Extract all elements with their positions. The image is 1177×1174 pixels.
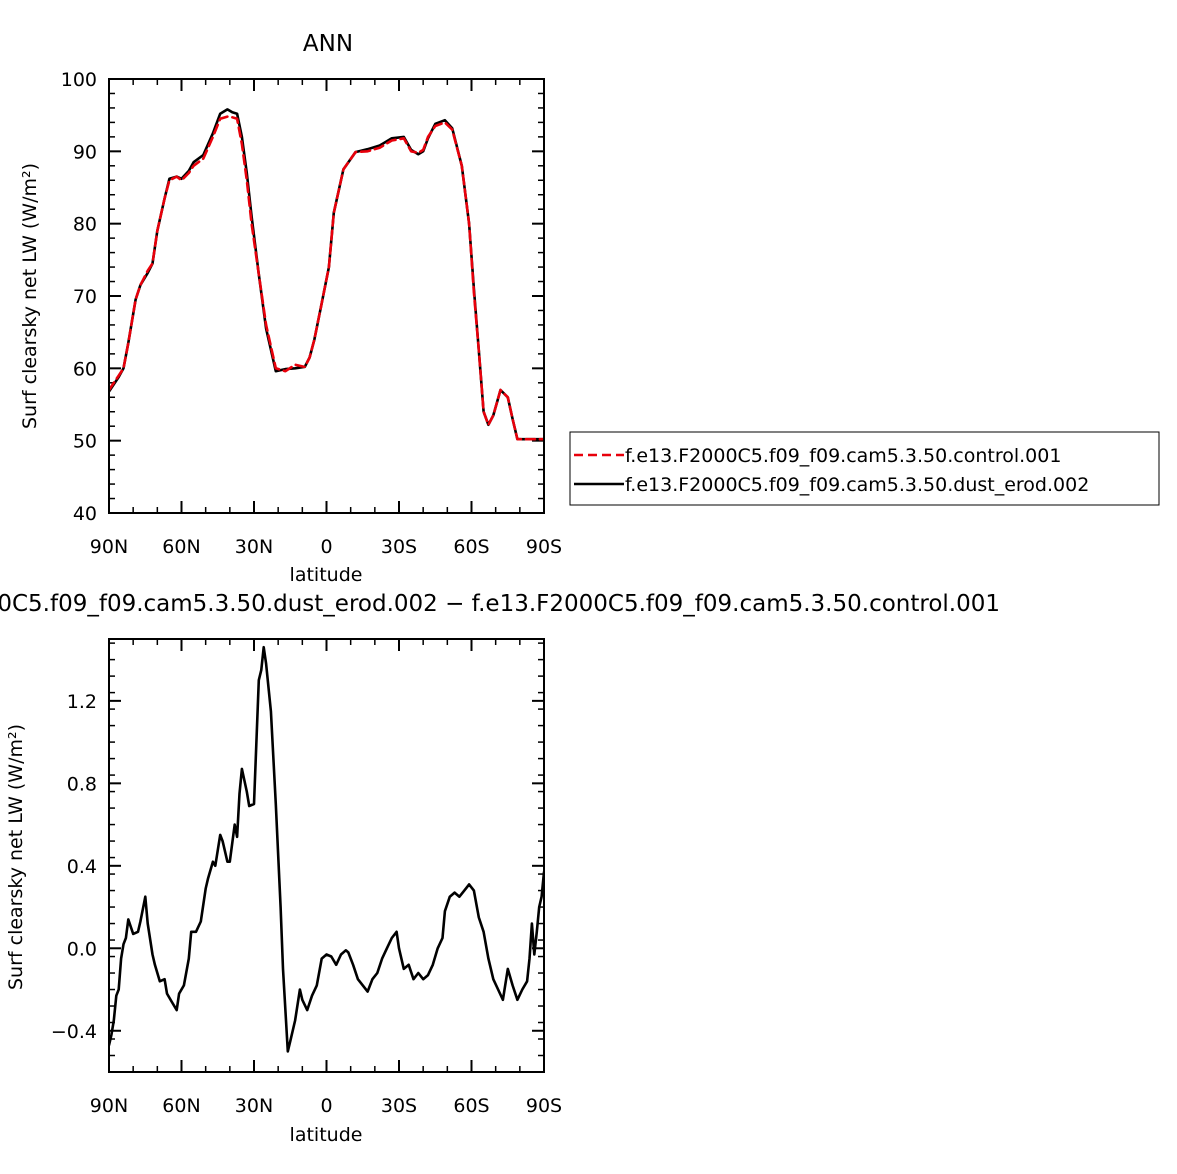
bottom-series-line-0 [109,645,544,1053]
bottom-title: f.e13.F2000C5.f09_f09.cam5.3.50.dust_ero… [0,591,1000,617]
bottom-x-tick-label: 90N [90,1095,128,1117]
top-y-axis-label: Surf clearsky net LW (W/m²) [19,163,41,429]
top-y-tick-label: 50 [73,431,97,453]
top-plot: 90N 60N 30N 0 30S 60S 90S 40 50 60 70 80 90 100 [61,69,562,558]
bottom-x-axis-label: latitude [290,1124,363,1146]
bottom-y-tick-label: 0.4 [67,856,97,878]
bottom-y-axis-label: Surf clearsky net LW (W/m²) [5,724,27,990]
bottom-panel: f.e13.F2000C5.f09_f09.cam5.3.50.dust_ero… [0,591,1000,1146]
top-plot-frame [108,78,545,514]
top-x-tick-label: 90S [526,536,562,558]
top-y-tick-label: 60 [73,358,97,380]
top-x-tick-label: 90N [90,536,128,558]
top-x-tick-label: 30S [381,536,417,558]
top-x-axis-label: latitude [290,564,363,586]
bottom-plot-frame [108,638,545,1073]
top-y-tick-label: 100 [61,69,97,91]
bottom-x-tick-label: 90S [526,1095,562,1117]
top-y-tick-label: 40 [73,503,97,525]
legend-label-control: f.e13.F2000C5.f09_f09.cam5.3.50.control.… [625,445,1061,467]
bottom-x-tick-label: 60N [162,1095,200,1117]
bottom-plot: 90N 60N 30N 0 30S 60S 90S −0.4 0.0 0.4 0.8 1.2 [51,639,562,1117]
bottom-x-tick-label: 30S [381,1095,417,1117]
top-series-line-0 [109,115,544,441]
bottom-y-tick-label: 0.0 [67,938,97,960]
bottom-x-tick-label: 30N [235,1095,273,1117]
top-y-tick-label: 90 [73,141,97,163]
bottom-y-tick-label: 1.2 [67,691,97,713]
bottom-x-tick-label: 0 [320,1095,332,1117]
top-x-tick-label: 30N [235,536,273,558]
bottom-x-tick-label: 60S [453,1095,489,1117]
bottom-y-tick-label: 0.8 [67,773,97,795]
top-x-tick-label: 60N [162,536,200,558]
top-x-tick-label: 0 [320,536,332,558]
top-x-tick-label: 60S [453,536,489,558]
top-legend: f.e13.F2000C5.f09_f09.cam5.3.50.control.… [569,431,1160,506]
legend-box [569,431,1160,506]
top-panel: ANN 90N 60N 30N 0 30S 60S 90S 40 50 60 70 80 90 100 l… [19,31,1160,586]
top-y-tick-label: 80 [73,214,97,236]
legend-label-dust-erod: f.e13.F2000C5.f09_f09.cam5.3.50.dust_ero… [625,474,1089,496]
top-title: ANN [303,31,353,57]
top-y-tick-label: 70 [73,286,97,308]
bottom-y-tick-label: −0.4 [51,1021,97,1043]
